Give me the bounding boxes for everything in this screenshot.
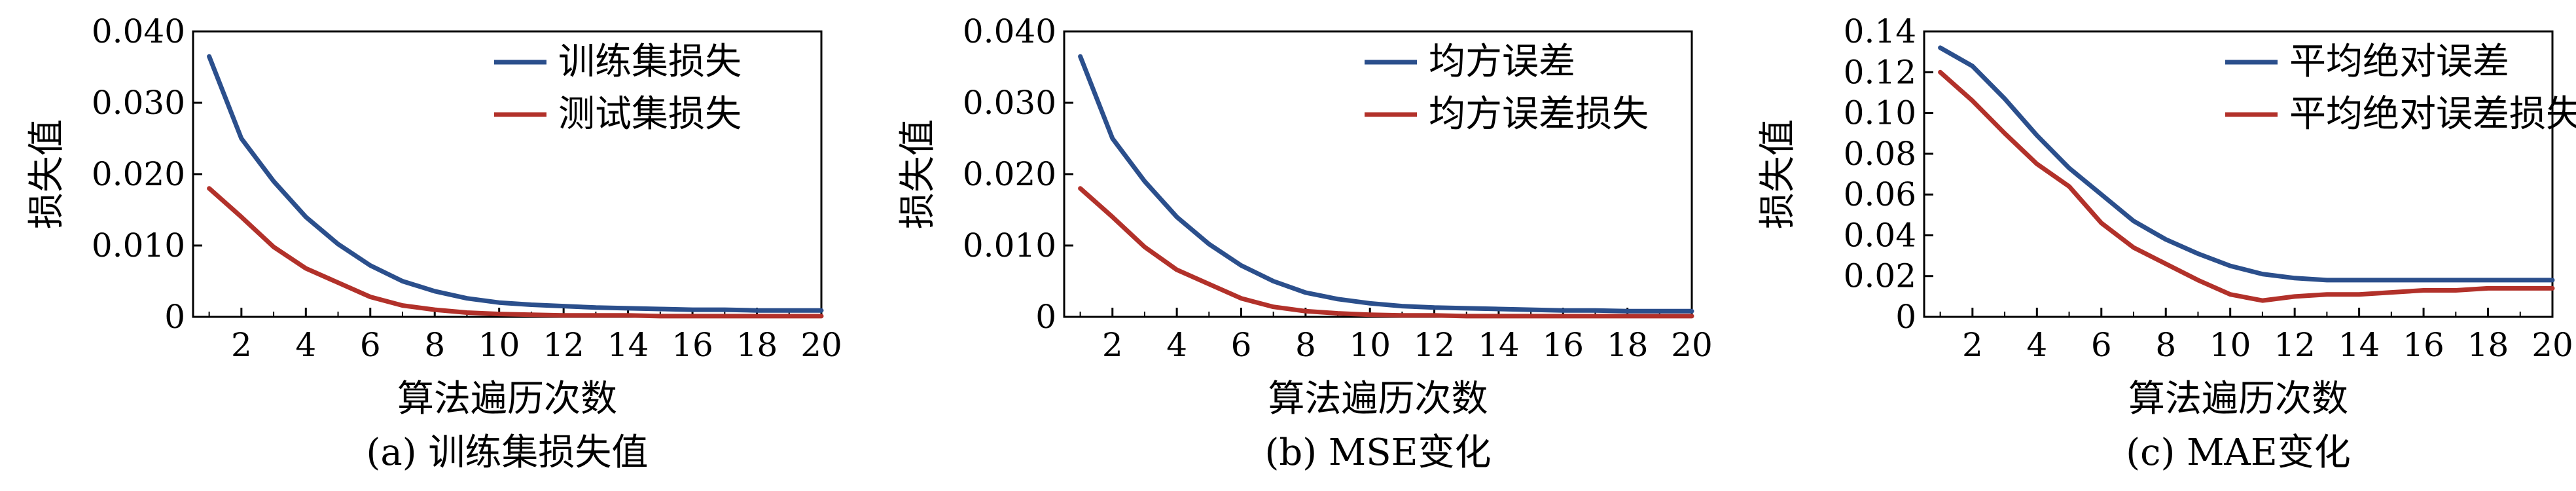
y-tick-label: 0.14 (1844, 12, 1916, 50)
x-tick-label: 2 (231, 326, 252, 364)
y-tick-label: 0.040 (963, 12, 1056, 50)
x-tick-label: 10 (1349, 326, 1391, 364)
series-line-0 (1078, 54, 1694, 314)
x-tick-label: 18 (736, 326, 778, 364)
y-tick-label: 0 (164, 298, 185, 336)
y-tick-label: 0.020 (92, 155, 185, 193)
y-tick-label: 0.12 (1844, 53, 1916, 91)
x-tick-label: 16 (1542, 326, 1584, 364)
x-tick-label: 8 (424, 326, 445, 364)
legend-label-0: 均方误差 (1429, 41, 1575, 83)
x-tick-label: 20 (2531, 326, 2573, 364)
y-axis-label: 损失值 (897, 119, 939, 229)
legend-label-1: 平均绝对误差损失 (2289, 93, 2576, 136)
chart-caption: (c) MAE变化 (2126, 431, 2351, 474)
legend-label-1: 均方误差损失 (1429, 93, 1649, 136)
series-line-0 (1938, 45, 2555, 283)
x-tick-label: 14 (1478, 326, 1520, 364)
y-tick-label: 0.08 (1844, 135, 1916, 173)
x-tick-label: 20 (1671, 326, 1713, 364)
x-tick-label: 18 (1607, 326, 1649, 364)
y-tick-label: 0.06 (1844, 175, 1916, 213)
y-tick-label: 0 (1895, 298, 1916, 336)
y-tick-label: 0.010 (92, 227, 185, 264)
chart-panel-0: 0 0.010 0.020 0.030 0.040 2 4 6 8 10 12 14 16 18 20 训练集… (26, 12, 842, 474)
x-tick-label: 8 (1295, 326, 1316, 364)
x-tick-label: 4 (295, 326, 316, 364)
y-tick-label: 0.010 (963, 227, 1056, 264)
x-tick-label: 12 (543, 326, 584, 364)
x-tick-label: 8 (2155, 326, 2176, 364)
x-tick-label: 12 (1414, 326, 1456, 364)
x-tick-label: 2 (1962, 326, 1983, 364)
x-tick-label: 18 (2467, 326, 2509, 364)
x-tick-label: 6 (2091, 326, 2112, 364)
legend-label-0: 训练集损失 (558, 41, 742, 83)
chart-panel-2: 00.020.040.060.080.100.120.14 2 4 6 8 10 12 14 1… (1757, 12, 2576, 474)
y-tick-label: 0.030 (963, 84, 1056, 122)
chart-caption: (a) 训练集损失值 (367, 431, 649, 474)
x-axis-label: 算法遍历次数 (1268, 378, 1488, 420)
y-tick-label: 0.020 (963, 155, 1056, 193)
x-tick-label: 14 (2338, 326, 2380, 364)
x-tick-label: 6 (1231, 326, 1252, 364)
x-tick-label: 4 (1166, 326, 1187, 364)
chart-panel-1: 0 0.010 0.020 0.030 0.040 2 4 6 8 10 12 14 16 18 20 均方误… (897, 12, 1713, 474)
y-tick-label: 0.10 (1844, 94, 1916, 132)
series-line-1 (1938, 69, 2555, 303)
x-tick-label: 10 (478, 326, 520, 364)
y-axis-label: 损失值 (26, 119, 68, 229)
x-axis-label: 算法遍历次数 (397, 378, 617, 420)
y-tick-label: 0.040 (92, 12, 185, 50)
series-line-1 (1078, 186, 1694, 319)
y-axis-label: 损失值 (1757, 119, 1799, 229)
x-tick-label: 6 (360, 326, 381, 364)
x-tick-label: 16 (671, 326, 713, 364)
y-tick-label: 0 (1035, 298, 1056, 336)
legend-label-0: 平均绝对误差 (2289, 41, 2509, 83)
x-tick-label: 12 (2274, 326, 2316, 364)
x-tick-label: 2 (1102, 326, 1123, 364)
plot-frame (1063, 30, 1693, 318)
x-tick-label: 16 (2403, 326, 2444, 364)
chart-caption: (b) MSE变化 (1265, 431, 1492, 474)
x-tick-label: 10 (2209, 326, 2251, 364)
x-tick-label: 4 (2026, 326, 2047, 364)
x-axis-label: 算法遍历次数 (2128, 378, 2348, 420)
series-line-1 (207, 186, 824, 319)
series-line-0 (207, 54, 824, 313)
x-tick-label: 14 (607, 326, 649, 364)
x-tick-label: 20 (800, 326, 842, 364)
y-tick-label: 0.02 (1844, 257, 1916, 295)
y-tick-label: 0.04 (1844, 216, 1916, 254)
legend-label-1: 测试集损失 (558, 93, 742, 136)
y-tick-label: 0.030 (92, 84, 185, 122)
plot-frame (1923, 30, 2554, 318)
